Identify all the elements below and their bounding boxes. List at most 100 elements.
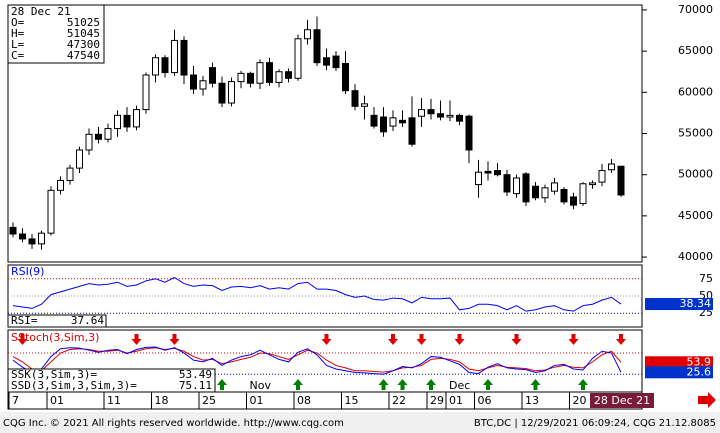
- ohlc-value: 47300: [67, 38, 100, 51]
- ohlc-label: L=: [11, 38, 25, 51]
- candle-body: [475, 171, 482, 186]
- candle-body: [532, 185, 539, 199]
- buy-arrow: [293, 379, 303, 390]
- candle-body: [503, 174, 511, 193]
- rsi-readout: 37.64: [71, 314, 104, 327]
- candle-body: [256, 62, 264, 84]
- date-readout: 28 Dec 21: [11, 5, 71, 18]
- candle-body: [380, 116, 387, 133]
- stoch-last-box: [645, 356, 713, 369]
- candle-body: [465, 115, 473, 151]
- x-tick-label: 25: [202, 394, 216, 407]
- candle-body: [351, 90, 359, 107]
- sell-arrow: [454, 334, 465, 345]
- candle-body: [370, 114, 378, 127]
- candle-body: [437, 113, 444, 118]
- candle-body: [76, 149, 83, 169]
- sell-arrow: [511, 334, 522, 345]
- sell-arrow: [388, 334, 398, 345]
- ohlc-box: [7, 4, 105, 64]
- scroll-arrow[interactable]: [698, 392, 716, 408]
- buy-arrow: [217, 379, 227, 390]
- candle-body: [589, 182, 596, 186]
- candle-body: [123, 114, 131, 128]
- y-tick-label: 45000: [678, 209, 713, 222]
- candle-body: [304, 29, 311, 40]
- month-label: Dec: [449, 379, 470, 392]
- stoch-last-box: [645, 366, 713, 379]
- price-panel: [7, 4, 643, 263]
- cursor-date: 28 Dec 21: [594, 394, 650, 407]
- y-tick-label: 40000: [678, 250, 713, 263]
- stoch-line: [12, 347, 622, 373]
- candle-body: [617, 165, 625, 196]
- candle-body: [399, 119, 406, 124]
- x-tick-label: 01: [449, 394, 463, 407]
- candle-body: [484, 170, 492, 174]
- candle-body: [446, 114, 454, 118]
- candle-body: [342, 62, 349, 92]
- candle-body: [494, 170, 501, 176]
- candle-body: [95, 133, 102, 140]
- x-tick-label: 7: [12, 394, 19, 407]
- sell-arrow: [169, 334, 180, 345]
- stoch-last-label: 53.9: [687, 355, 712, 368]
- rsi-tick-label: 75: [699, 272, 713, 285]
- candle-body: [47, 189, 55, 234]
- candle-body: [28, 238, 36, 245]
- ohlc-label: H=: [11, 27, 25, 40]
- candle-body: [218, 82, 226, 104]
- buy-arrow: [578, 379, 588, 390]
- y-tick-label: 70000: [678, 3, 713, 16]
- x-tick-label: 01: [50, 394, 64, 407]
- candle-body: [313, 29, 321, 64]
- footer-left: CQG Inc. © 2021 All rights reserved worl…: [3, 418, 344, 429]
- candle-body: [133, 109, 140, 128]
- x-tick-label: 13: [525, 394, 539, 407]
- stoch-readout-label: SSK(3,Sim,3)=: [11, 368, 97, 381]
- candle-body: [560, 189, 568, 203]
- buy-arrow: [426, 379, 436, 390]
- x-tick-label: 20: [573, 394, 587, 407]
- sell-arrow: [131, 334, 142, 345]
- candle-body: [513, 177, 520, 195]
- candle-body: [427, 109, 435, 115]
- candle-body: [570, 196, 577, 206]
- candle-body: [361, 103, 368, 107]
- candle-body: [161, 57, 169, 74]
- x-tick-label: 11: [107, 394, 121, 407]
- candle-body: [66, 167, 74, 181]
- candle-body: [294, 38, 302, 79]
- candle-body: [152, 57, 159, 76]
- x-tick-label: 15: [345, 394, 359, 407]
- candle-body: [408, 117, 416, 145]
- ohlc-label: O=: [11, 16, 25, 29]
- candle-body: [323, 57, 330, 66]
- candle-body: [57, 179, 64, 191]
- sell-arrow: [17, 334, 28, 345]
- candle-body: [389, 117, 397, 127]
- stoch-readout: 53.49: [179, 368, 212, 381]
- ohlc-value: 51045: [67, 27, 100, 40]
- candle-body: [142, 74, 150, 111]
- rsi-last-box: [645, 298, 713, 311]
- buy-arrow: [397, 379, 408, 390]
- x-tick-label: 01: [250, 394, 264, 407]
- sell-arrow: [416, 334, 427, 345]
- cursor-date-box: [590, 393, 654, 408]
- buy-arrow: [483, 379, 493, 390]
- candle-body: [209, 67, 216, 84]
- candle-body: [19, 233, 26, 240]
- sell-arrow: [616, 334, 626, 345]
- candle-body: [579, 183, 587, 205]
- rsi-readout-box: [7, 314, 107, 328]
- footer-right: BTC,DC | 12/29/2021 06:09:24, CQG 21.12.…: [474, 418, 716, 429]
- candle-body: [199, 80, 207, 90]
- x-tick-label: 08: [297, 394, 311, 407]
- ohlc-value: 51025: [67, 16, 100, 29]
- rsi-last-label: 38.34: [680, 297, 712, 310]
- candle-body: [190, 74, 197, 90]
- candle-body: [598, 170, 606, 183]
- month-label: Nov: [250, 379, 272, 392]
- sell-arrow: [568, 334, 579, 345]
